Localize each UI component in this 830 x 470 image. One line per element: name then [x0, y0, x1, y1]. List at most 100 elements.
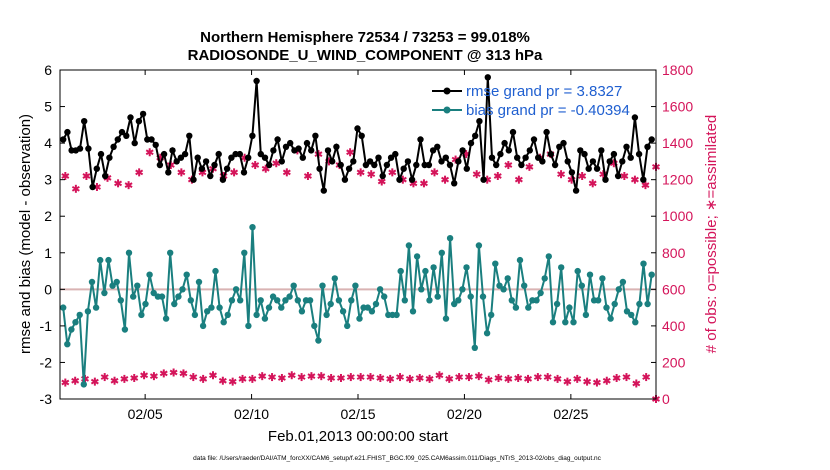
y-right-tick-label: 1000 [662, 208, 693, 224]
rmse-point [194, 154, 201, 161]
rmse-point [404, 158, 412, 165]
bias-point [339, 308, 347, 315]
rmse-point [366, 158, 374, 165]
rmse-point [329, 158, 336, 165]
x-tick-label: 02/10 [234, 406, 269, 422]
y-left-tick-label: 6 [44, 62, 52, 78]
bias-point [582, 311, 590, 319]
obs-count-marker-low [474, 372, 483, 381]
bias-point [553, 300, 561, 308]
rmse-point [173, 158, 180, 165]
obs-count-marker [557, 170, 566, 179]
bias-point [278, 304, 285, 311]
bias-point [92, 304, 100, 311]
bias-point [142, 300, 149, 308]
rmse-point [253, 77, 260, 85]
obs-count-marker-low [455, 373, 464, 382]
bias-point [570, 319, 577, 326]
bias-point [113, 278, 120, 286]
rmse-point [476, 118, 483, 125]
bias-point [442, 315, 450, 322]
obs-count-marker-low [287, 371, 296, 380]
y-axis-right-label: # of obs: o=possible; ∗=assimilated [703, 115, 720, 354]
legend-rmse-label: rmse grand pr = 3.8327 [466, 83, 622, 100]
bias-point [183, 271, 190, 278]
bias-point [60, 304, 67, 311]
rmse-point [169, 147, 176, 154]
y-left-tick-label: 2 [44, 208, 52, 224]
rmse-point [207, 172, 214, 180]
bias-point [253, 311, 260, 319]
bias-point [245, 322, 252, 330]
obs-count-marker-low [612, 373, 621, 382]
rmse-point [345, 165, 353, 172]
obs-count-marker-low [140, 371, 149, 380]
obs-count-marker [346, 148, 355, 157]
rmse-point [589, 158, 597, 165]
obs-count-marker-low [386, 374, 395, 383]
bias-point [401, 297, 408, 304]
bias-point [64, 341, 71, 348]
rmse-point [568, 169, 576, 176]
rmse-point [577, 147, 584, 154]
rmse-point [148, 136, 155, 143]
bias-point [409, 308, 417, 315]
bias-point [125, 249, 133, 256]
rmse-point [316, 165, 323, 172]
rmse-point [278, 158, 285, 165]
rmse-point [64, 128, 71, 136]
rmse-point [223, 165, 231, 172]
rmse-point [81, 118, 88, 125]
data-file-footer: data file: /Users/raeder/DAI/ATM_forcXX/… [193, 455, 602, 462]
bias-point [479, 293, 487, 300]
rmse-point [644, 143, 651, 150]
rmse-point [261, 154, 269, 161]
obs-count-marker-low [71, 376, 80, 385]
bias-point [146, 271, 153, 278]
bias-point [352, 282, 359, 289]
rmse-point [240, 169, 248, 176]
obs-count-marker-low [376, 373, 385, 382]
bias-point [179, 286, 186, 293]
rmse-point [123, 132, 130, 139]
rmse-point [602, 176, 609, 183]
bias-point [467, 293, 474, 300]
bias-point [521, 282, 528, 289]
obs-count-marker-low [602, 376, 611, 385]
rmse-point [619, 158, 626, 165]
bias-point [586, 271, 594, 278]
obs-count-marker [114, 179, 123, 188]
rmse-point [627, 154, 634, 161]
rmse-point [236, 150, 243, 158]
rmse-point [135, 118, 143, 125]
rmse-point [295, 145, 302, 152]
rmse-point [484, 74, 491, 81]
bias-point [558, 264, 565, 271]
obs-count-marker-low [238, 374, 247, 383]
bias-point [101, 289, 108, 297]
rmse-point [249, 132, 256, 139]
rmse-point [257, 150, 264, 158]
obs-count-marker [388, 168, 397, 177]
rmse-point [429, 147, 437, 154]
rmse-point [106, 154, 113, 161]
bias-point [327, 300, 334, 308]
bias-point [438, 249, 445, 256]
bias-point [599, 275, 606, 282]
bias-line [62, 227, 653, 385]
bias-point [537, 289, 544, 297]
obs-count-marker [367, 170, 376, 179]
bias-point [368, 308, 376, 315]
rmse-point [400, 165, 407, 172]
bias-point [376, 286, 384, 293]
obs-count-marker-low [553, 374, 562, 383]
rmse-point [535, 154, 542, 161]
bias-point [84, 308, 92, 315]
bias-point [269, 293, 277, 300]
rmse-point [392, 150, 399, 158]
obs-count-marker [441, 175, 450, 184]
rmse-point [530, 136, 538, 143]
obs-count-marker-low [90, 377, 99, 386]
bias-point [364, 304, 371, 311]
rmse-point [245, 154, 252, 161]
